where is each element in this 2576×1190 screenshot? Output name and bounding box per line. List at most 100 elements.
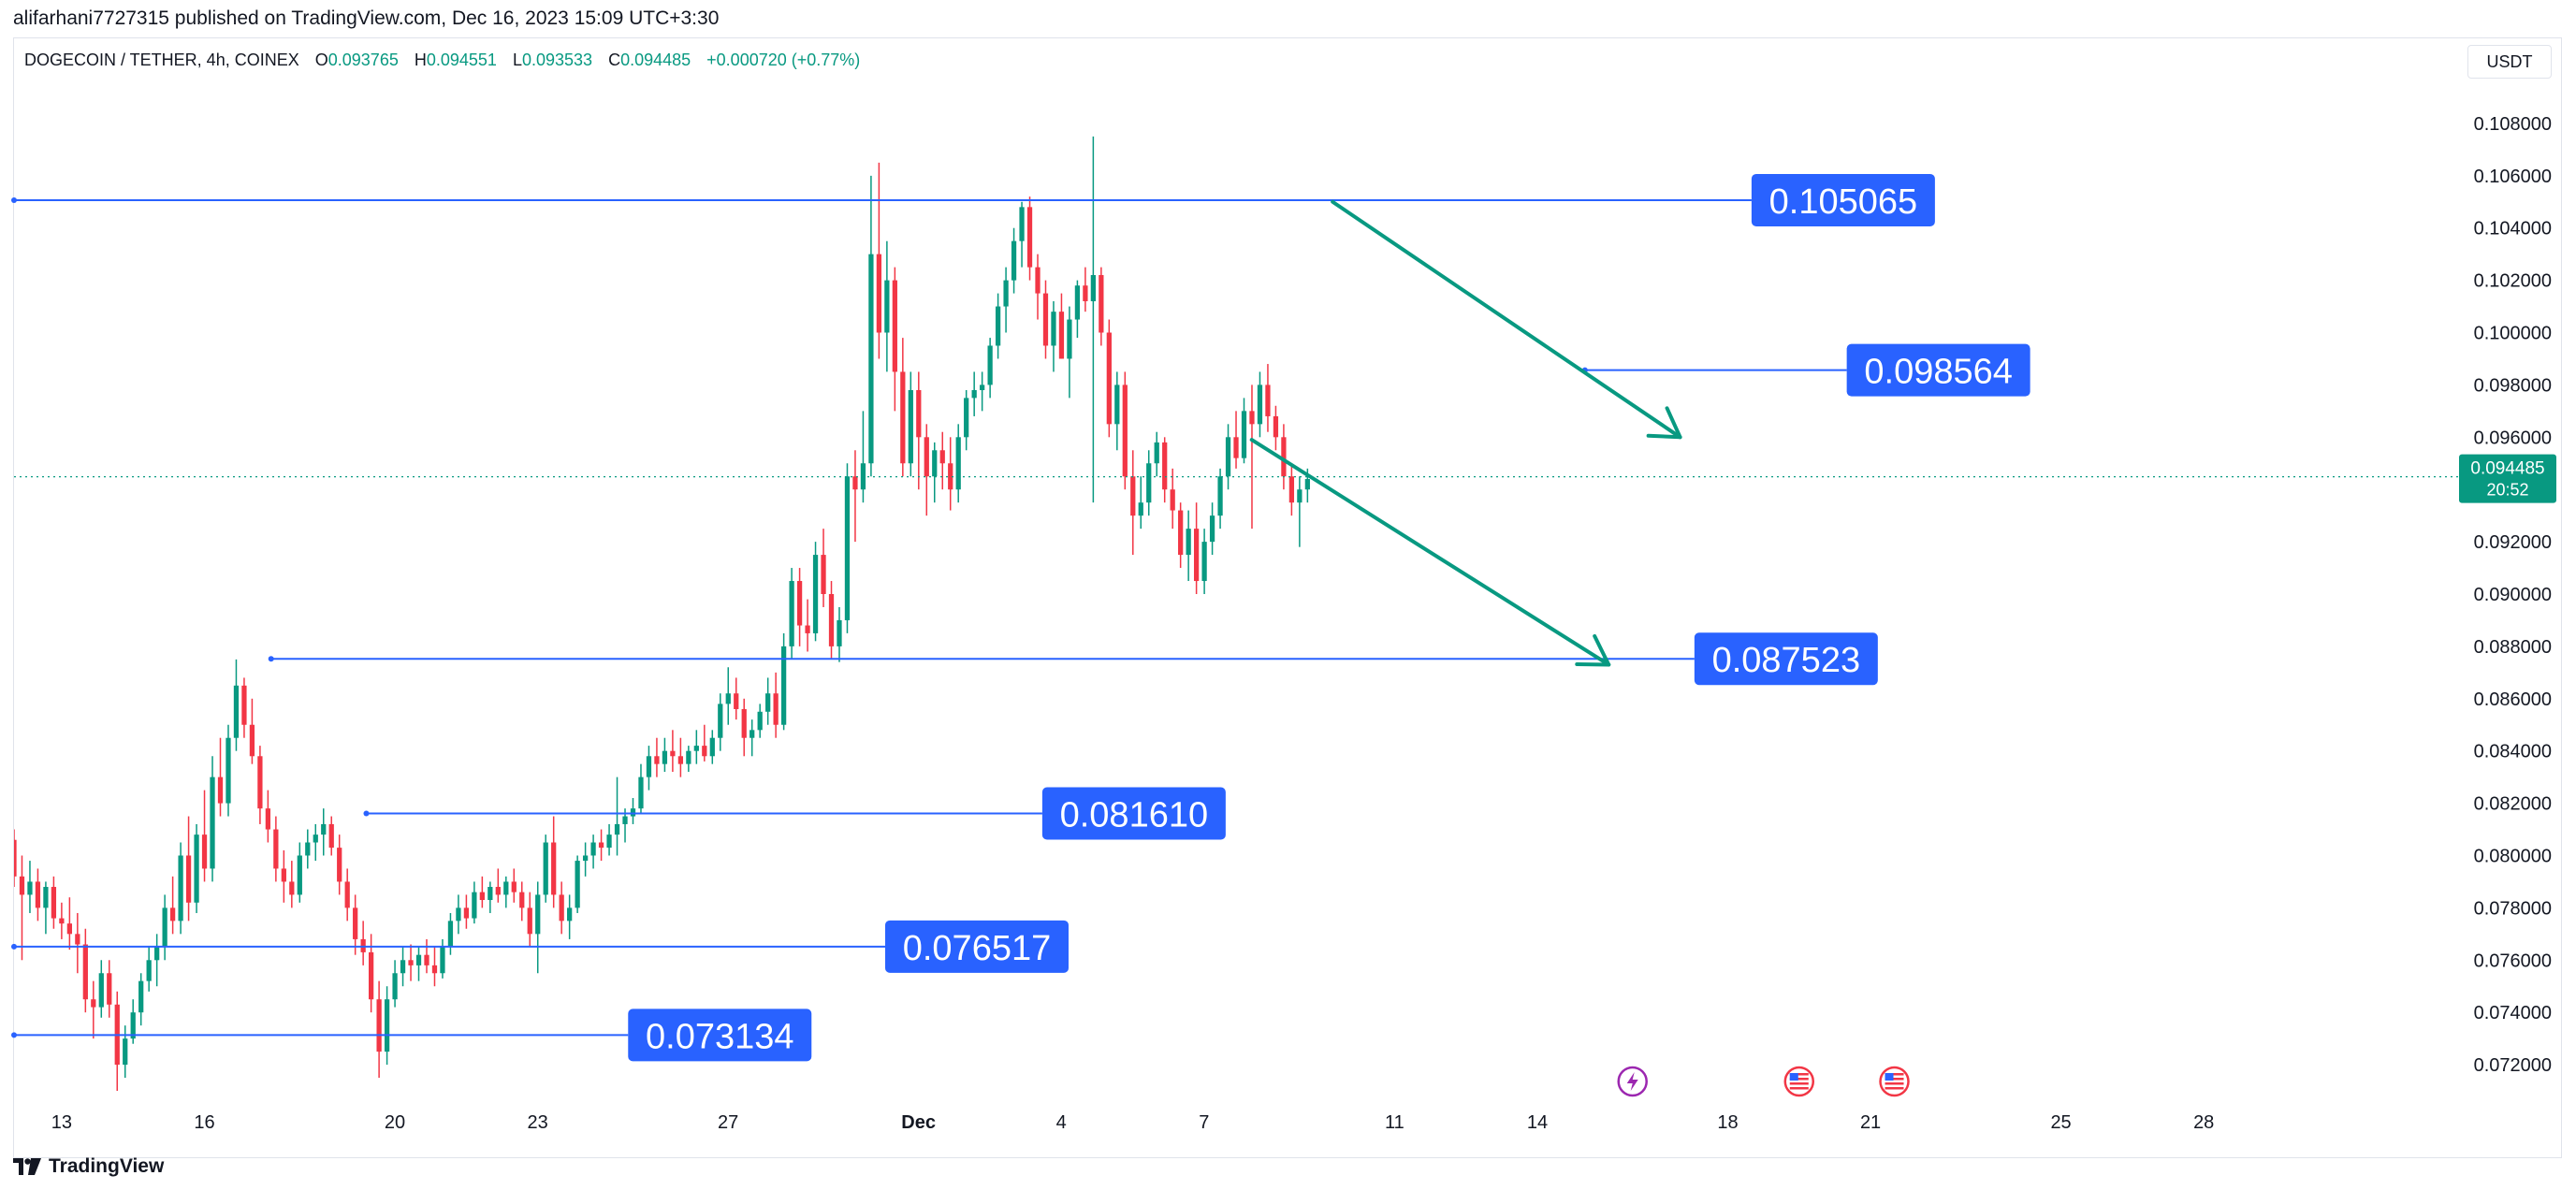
candle-body [805,625,810,633]
price-axis[interactable]: 0.072000 0.074000 0.076000 0.078000 0.080000… [2474,114,2552,1076]
candle [1051,300,1056,372]
candle-body [82,944,88,1000]
candle-body [1042,293,1049,346]
candle-body [194,834,199,903]
currency-button[interactable]: USDT [2467,45,2552,79]
candle-body [337,848,342,882]
candle-body [662,750,668,764]
x-tick-label: 7 [1199,1112,1209,1133]
candle-body [939,450,945,464]
candle-body [837,619,842,646]
candle-body [646,756,652,777]
x-tick-label: 25 [2050,1112,2071,1133]
high-label: H [414,51,427,69]
candle-body [51,887,57,919]
candle-body [1304,479,1310,490]
flag-stripe [1885,1078,1904,1081]
candle-body [43,887,49,908]
candle [440,938,445,979]
y-tick-label: 0.086000 [2474,689,2552,710]
candle [789,568,794,660]
symbol-legend: DOGECOIN / TETHER, 4h, COINEX O0.093765 … [24,51,860,70]
candle [876,162,882,359]
us-flag-icon [1783,1066,1815,1097]
candle [503,876,509,908]
candle-body [884,280,890,333]
candle-body [1170,489,1175,511]
candle-body [987,345,993,385]
time-axis[interactable]: 13 16 20 23 27 Dec 4 7 11 14 18 21 25 28 [51,1112,2215,1133]
candle-body [582,855,589,862]
candle-body [154,947,160,961]
candle [725,667,731,725]
candle-body [353,907,358,939]
candle-body [1067,319,1072,359]
candle [1130,450,1136,556]
candle-body [162,907,167,948]
candle [98,960,104,1018]
candle-body [1241,411,1247,458]
candle [226,724,231,817]
y-tick-label: 0.098000 [2474,375,2552,396]
candle-body [535,894,541,935]
candle [59,902,65,939]
candle-body [1288,476,1295,503]
candle-body [146,960,152,981]
candle-body [821,555,826,594]
flag-stripe [1885,1073,1904,1076]
candle [1209,502,1215,556]
candle [130,999,136,1044]
candle-body [725,693,731,704]
candle [185,816,192,922]
candle-body [98,973,104,1008]
candle [1011,227,1017,294]
candle-body [924,437,929,477]
candle [384,986,390,1066]
us-flag-icon [1879,1066,1910,1097]
level-label: 0.076517 [903,929,1052,968]
candle-body [622,816,628,824]
candle-body [757,711,763,731]
tradingview-logo-icon [13,1158,41,1175]
candle-body [59,918,65,924]
candle-body [384,999,390,1052]
open-value: 0.093765 [327,51,399,69]
price-levels: 0.105065 0.098564 0.087523 0.081610 0.076517… [11,173,2030,1062]
candle-body [1090,275,1096,301]
x-tick-label: 13 [51,1112,72,1133]
candle-body [27,881,33,895]
level-label-box [1751,173,1935,226]
x-tick-label: 11 [1385,1112,1404,1133]
candle-body [376,999,382,1052]
level-anchor [11,196,17,203]
candle-body [35,881,41,908]
low-label: L [512,51,522,69]
candle-body [19,876,25,895]
candle [1083,267,1088,312]
candle-body [1051,312,1056,346]
candle [1233,411,1239,469]
candle-body [1114,385,1120,425]
candle [964,390,969,451]
level-anchor [268,656,274,662]
candle [82,928,88,1013]
event-icons [1617,1066,1910,1097]
candle [1162,437,1168,503]
candle [1003,267,1009,333]
candle-body [241,685,247,725]
candle [630,798,636,824]
candle [812,542,819,642]
candle [1138,476,1143,530]
candle [543,834,548,903]
candle [971,371,977,416]
trend-line [1249,438,1611,667]
candle-body [1265,385,1271,416]
candle-body [1138,502,1143,516]
candle-body [265,808,271,830]
x-tick-label: 18 [1717,1112,1738,1133]
candle [273,816,279,882]
candle [582,842,589,877]
candle-body [66,923,72,935]
lightning-icon [1617,1066,1648,1097]
